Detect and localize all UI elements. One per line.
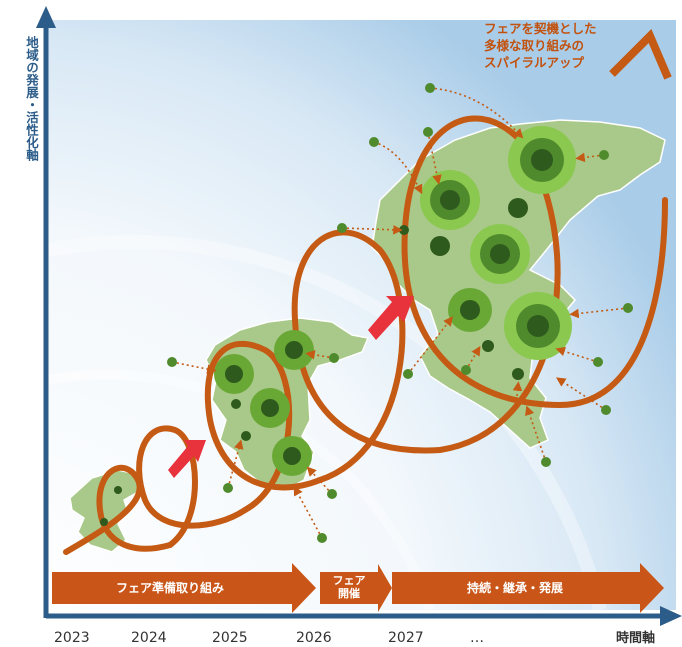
satellite-links: [171, 87, 629, 539]
spiral-loop-5: [401, 115, 668, 453]
progress-arrow-1: [168, 440, 206, 478]
x-axis-label: 時間軸: [616, 631, 656, 646]
progress-arrow-2: [368, 296, 414, 340]
map-stage-1: [69, 469, 141, 553]
phase-label-preparation: フェア準備取り組み: [115, 581, 224, 595]
x-axis-arrowhead: [660, 606, 682, 626]
phase-label-continuation: 持続・継承・発展: [466, 581, 563, 595]
year-2026: 2026: [296, 630, 332, 646]
spiral: [63, 115, 668, 555]
phase-label-fair: フェア 開催: [332, 574, 366, 600]
year-2024: 2024: [131, 630, 167, 646]
phase-arrow-preparation: [52, 563, 316, 613]
year-2027: 2027: [388, 630, 424, 646]
hubs-stage-2: [214, 330, 314, 476]
phase-arrow-fair: [320, 564, 392, 612]
satellite-dots: [167, 83, 633, 543]
spiral-loop-3: [204, 340, 323, 513]
spiral-arrowhead: [609, 28, 672, 80]
spiral-loop-4: [291, 229, 443, 483]
hubs-stage-3: [399, 126, 576, 380]
y-axis-label: 地域の発展・活性化軸: [24, 36, 39, 161]
spiral-loop-2: [136, 425, 248, 548]
phase-arrow-continuation: [392, 563, 664, 613]
glow-band: [44, 235, 607, 612]
spiral-caption: フェアを契機とした 多様な取り組みの スパイラルアップ: [484, 21, 597, 70]
spiral-loop-1: [63, 464, 173, 555]
background-glow: [46, 20, 676, 610]
hubs-stage-1: [100, 486, 122, 526]
year-2023: 2023: [54, 630, 90, 646]
year-ellipsis: …: [470, 630, 484, 646]
year-2025: 2025: [212, 630, 248, 646]
y-axis-arrowhead: [36, 6, 56, 28]
